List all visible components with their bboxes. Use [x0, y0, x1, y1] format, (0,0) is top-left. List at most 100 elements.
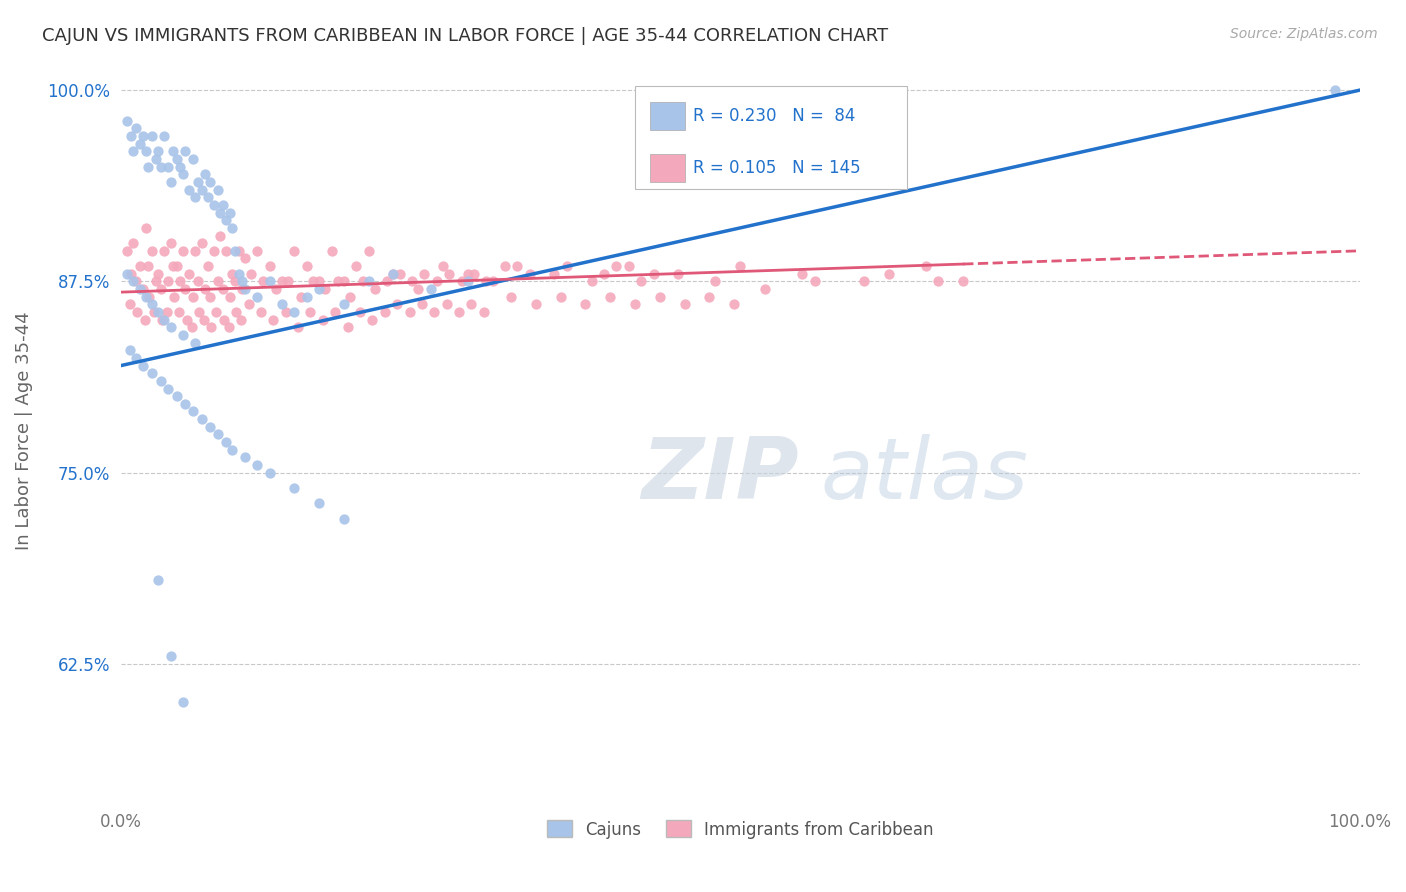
Point [198, 175, 221, 189]
Point [506, 259, 529, 273]
Point [290, 290, 312, 304]
Text: Source: ZipAtlas.com: Source: ZipAtlas.com [1230, 27, 1378, 41]
Point [250, 305, 273, 319]
Point [463, 267, 485, 281]
Point [432, 259, 454, 273]
FancyBboxPatch shape [636, 86, 907, 189]
Point [159, 649, 181, 664]
Point [803, 275, 825, 289]
Point [190, 412, 212, 426]
Point [120, 129, 142, 144]
Bar [650, 103, 685, 130]
Point [624, 297, 647, 311]
Point [524, 297, 547, 311]
Point [283, 244, 305, 258]
Point [299, 305, 322, 319]
Point [172, 244, 194, 258]
Point [617, 259, 640, 273]
Point [385, 297, 408, 311]
Point [382, 267, 405, 281]
Point [423, 305, 446, 319]
Point [555, 259, 578, 273]
Point [333, 297, 356, 311]
Point [605, 259, 627, 273]
Point [153, 244, 176, 258]
Point [215, 213, 238, 227]
Point [437, 267, 460, 281]
Point [457, 275, 479, 289]
Point [274, 305, 297, 319]
Point [723, 297, 745, 311]
Point [197, 259, 219, 273]
Point [259, 466, 281, 480]
Point [180, 320, 202, 334]
Point [339, 290, 361, 304]
Point [198, 419, 221, 434]
Point [135, 220, 157, 235]
Point [136, 160, 159, 174]
Point [224, 275, 246, 289]
Point [153, 312, 176, 326]
Point [352, 275, 374, 289]
Point [262, 312, 284, 326]
Point [211, 282, 233, 296]
Point [221, 442, 243, 457]
Point [643, 267, 665, 281]
Point [472, 305, 495, 319]
Point [228, 267, 250, 281]
Point [344, 259, 367, 273]
Point [599, 290, 621, 304]
Point [128, 136, 150, 151]
Point [323, 305, 346, 319]
Point [149, 374, 172, 388]
Point [132, 129, 155, 144]
Point [132, 282, 155, 296]
Point [194, 167, 217, 181]
Point [179, 183, 201, 197]
Point [287, 320, 309, 334]
Point [187, 275, 209, 289]
Point [166, 259, 188, 273]
Point [184, 335, 207, 350]
Point [128, 259, 150, 273]
Point [382, 267, 405, 281]
Point [436, 297, 458, 311]
Point [162, 145, 184, 159]
Point [145, 275, 167, 289]
Point [221, 267, 243, 281]
Point [308, 282, 330, 296]
Point [157, 382, 180, 396]
Point [228, 244, 250, 258]
Point [494, 259, 516, 273]
Point [172, 328, 194, 343]
Point [218, 320, 240, 334]
Point [333, 275, 356, 289]
Text: ZIP: ZIP [641, 434, 799, 516]
Point [146, 145, 169, 159]
Point [134, 312, 156, 326]
Point [209, 205, 232, 219]
Point [167, 305, 190, 319]
Point [388, 267, 411, 281]
Point [202, 244, 225, 258]
Point [146, 573, 169, 587]
Point [550, 290, 572, 304]
Point [176, 312, 198, 326]
Point [231, 312, 253, 326]
Point [169, 275, 191, 289]
Point [877, 267, 900, 281]
Point [271, 275, 294, 289]
Point [172, 167, 194, 181]
Point [174, 397, 197, 411]
Point [308, 275, 330, 289]
Point [125, 121, 148, 136]
Point [333, 511, 356, 525]
Point [357, 275, 380, 289]
Point [952, 275, 974, 289]
Point [205, 305, 228, 319]
Point [326, 275, 349, 289]
Point [728, 259, 751, 273]
Point [240, 267, 263, 281]
Point [475, 275, 498, 289]
Point [159, 175, 181, 189]
